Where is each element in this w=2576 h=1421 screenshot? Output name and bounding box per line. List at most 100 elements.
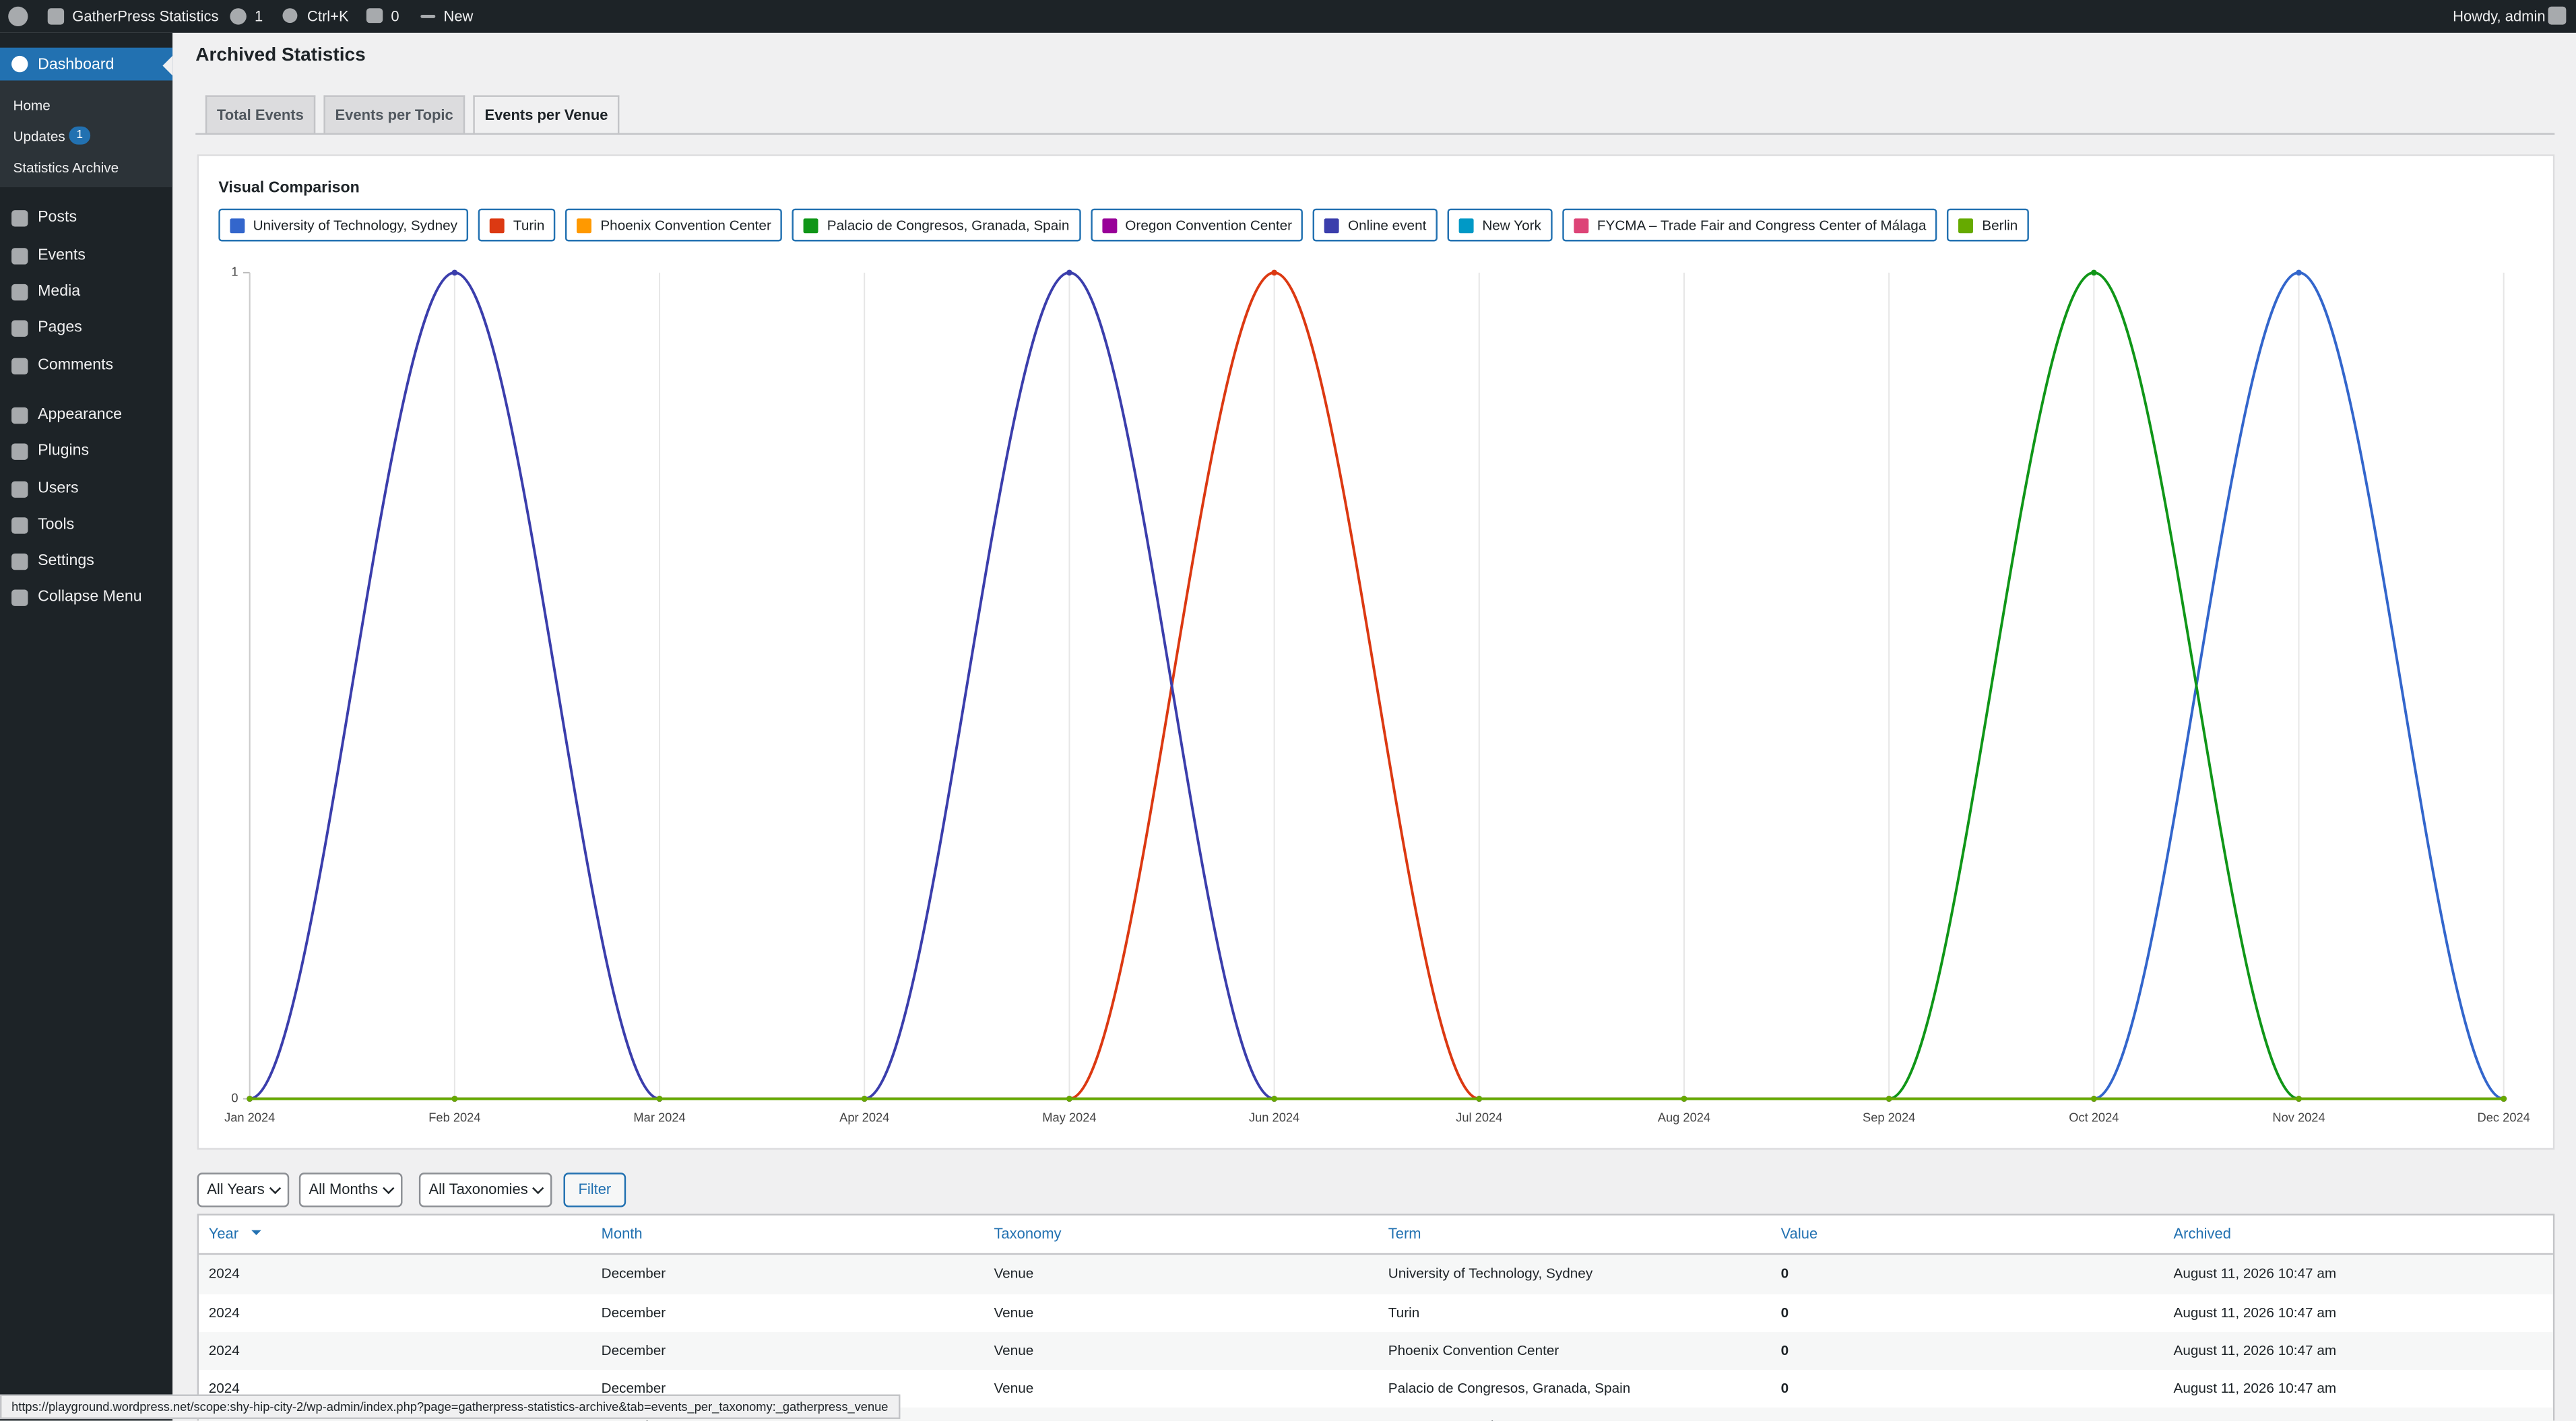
menu-icon	[11, 407, 28, 424]
menu-item[interactable]: Comments	[38, 356, 114, 375]
filter-button[interactable]: Filter	[563, 1172, 626, 1208]
x-tick-label: Dec 2024	[2478, 1111, 2530, 1125]
data-point	[1271, 1096, 1277, 1102]
data-point	[1476, 1096, 1483, 1102]
menu-item[interactable]: Settings	[38, 552, 94, 570]
legend-item[interactable]: Turin	[478, 208, 556, 242]
updates-count[interactable]: 1	[255, 8, 263, 25]
table-row: 2024 December Venue Turin 0 August 11, 2026 1…	[199, 1294, 2553, 1332]
column-header[interactable]: Month	[601, 1225, 643, 1242]
admin-menu: Dashboard Home Updates 1 Statistics Arch…	[0, 32, 173, 1421]
data-point	[2296, 269, 2302, 276]
sort-indicator	[251, 1230, 261, 1241]
y-tick-label: 0	[231, 1090, 238, 1104]
data-point	[1271, 269, 1277, 276]
table-cell: Oregon Convention Center	[1388, 1418, 1555, 1421]
legend-item[interactable]: FYCMA – Trade Fair and Congress Center o…	[1562, 208, 1938, 242]
table-cell: December	[602, 1418, 666, 1421]
comments-icon	[366, 8, 383, 24]
table-cell: Venue	[994, 1303, 1034, 1320]
column-header[interactable]: Year	[208, 1225, 239, 1242]
table-cell: 0	[1780, 1380, 1789, 1397]
column-header[interactable]: Archived	[2173, 1225, 2231, 1242]
menu-item[interactable]: Events	[38, 246, 86, 265]
taxonomy-select[interactable]: All Taxonomies	[418, 1172, 553, 1208]
x-tick-label: Mar 2024	[633, 1111, 685, 1125]
data-point	[2501, 1096, 2507, 1102]
chart: 0 1 Jan 2024 Feb 2024 Mar 2024 Apr 2024 May 20…	[224, 265, 2530, 1125]
column-header[interactable]: Value	[1780, 1225, 1818, 1242]
menu-item[interactable]: Collapse Menu	[38, 588, 142, 606]
table-cell: December	[601, 1380, 666, 1397]
data-point	[247, 1096, 253, 1102]
table-cell: Venue	[994, 1342, 1034, 1358]
wp-logo[interactable]	[8, 6, 28, 27]
data-point	[656, 1096, 663, 1102]
status-bar: https://playground.wordpress.net/scope:s…	[0, 1394, 900, 1420]
column-header[interactable]: Taxonomy	[994, 1225, 1062, 1242]
greeting[interactable]: Howdy, admin	[2453, 8, 2546, 25]
new[interactable]: New	[443, 8, 474, 25]
menu-item[interactable]: Appearance	[38, 405, 123, 424]
menu-item[interactable]: Tools	[38, 515, 75, 534]
column-header[interactable]: Term	[1388, 1225, 1421, 1242]
table-cell: Phoenix Convention Center	[1388, 1342, 1559, 1358]
menu-icon	[11, 481, 28, 498]
submenu-item[interactable]: Statistics Archive	[13, 159, 119, 176]
x-tick-label: Nov 2024	[2272, 1111, 2325, 1125]
series-line	[249, 271, 2504, 1100]
legend-label: Palacio de Congresos, Granada, Spain	[827, 216, 1070, 234]
menu-item[interactable]: Posts	[38, 208, 77, 227]
table-cell: 2024	[208, 1342, 240, 1358]
site-name[interactable]: GatherPress Statistics	[72, 8, 219, 25]
submenu-item[interactable]: Updates	[13, 128, 65, 145]
menu-icon	[11, 358, 28, 375]
legend-item[interactable]: Online event	[1313, 208, 1438, 242]
month-select[interactable]: All Months	[298, 1172, 403, 1208]
data-point	[451, 269, 458, 276]
legend-item[interactable]: Palacio de Congresos, Granada, Spain	[792, 208, 1081, 242]
menu-item[interactable]: Dashboard	[38, 55, 115, 74]
table-cell: 0	[1780, 1303, 1789, 1320]
menu-icon	[11, 553, 28, 570]
chart-title: Visual Comparison	[218, 178, 360, 197]
table-header: Year Month Taxonomy Term Value Archived	[199, 1216, 2553, 1255]
legend-item[interactable]: Berlin	[1947, 208, 2030, 242]
data-point	[2090, 1096, 2097, 1102]
legend-label: Berlin	[1982, 216, 2018, 234]
data-point	[1066, 1096, 1072, 1102]
table-cell: 0	[1781, 1418, 1789, 1421]
legend-label: Phoenix Convention Center	[600, 216, 771, 234]
updates-icon	[230, 8, 247, 25]
active-arrow	[153, 55, 173, 76]
legend-item[interactable]: New York	[1448, 208, 1553, 242]
data-point	[1886, 1096, 1892, 1102]
search[interactable]: Ctrl+K	[307, 8, 349, 25]
legend-label: University of Technology, Sydney	[253, 216, 458, 234]
tab-rule	[195, 133, 2555, 135]
legend-item[interactable]: Oregon Convention Center	[1091, 208, 1304, 242]
home-icon	[47, 8, 65, 25]
table-cell: 0	[1780, 1342, 1789, 1358]
tab[interactable]: Events per Topic	[323, 95, 465, 133]
submenu-item[interactable]: Home	[13, 96, 51, 114]
legend-swatch	[1574, 218, 1589, 233]
legend-item[interactable]: Phoenix Convention Center	[566, 208, 783, 242]
table-cell: 0	[1780, 1265, 1789, 1282]
table-cell: August 11, 2026 10:47 am	[2173, 1265, 2337, 1282]
legend-item[interactable]: University of Technology, Sydney	[218, 208, 470, 242]
year-select[interactable]: All Years	[197, 1172, 290, 1208]
x-tick-label: Apr 2024	[839, 1111, 889, 1125]
table-cell: Venue	[994, 1265, 1034, 1282]
menu-icon	[11, 248, 28, 265]
page-title: Archived Statistics	[195, 46, 366, 66]
table-cell: August 11, 2026 10:47 am	[2173, 1342, 2337, 1358]
tab[interactable]: Total Events	[205, 95, 315, 133]
menu-item[interactable]: Users	[38, 480, 79, 498]
legend-swatch	[490, 218, 505, 233]
tab-active[interactable]: Events per Venue	[473, 95, 620, 135]
menu-item[interactable]: Pages	[38, 319, 82, 337]
menu-item[interactable]: Media	[38, 282, 81, 301]
comments-count[interactable]: 0	[391, 8, 399, 25]
menu-item[interactable]: Plugins	[38, 442, 90, 460]
